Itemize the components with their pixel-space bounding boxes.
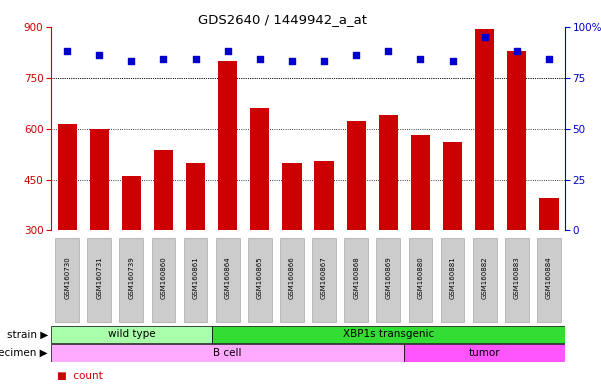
Bar [347,121,366,230]
FancyBboxPatch shape [87,238,111,322]
Bar [507,51,526,230]
Text: wild type: wild type [108,329,155,339]
Bar [58,124,77,230]
Bar [218,61,237,230]
Text: GSM160880: GSM160880 [418,256,424,299]
Text: GSM160866: GSM160866 [289,256,295,299]
Point [480,34,489,40]
FancyBboxPatch shape [441,238,465,322]
Bar [379,115,398,230]
FancyBboxPatch shape [537,238,561,322]
FancyBboxPatch shape [51,326,212,343]
Bar [154,150,173,230]
FancyBboxPatch shape [248,238,272,322]
Bar [122,176,141,230]
FancyBboxPatch shape [151,238,175,322]
FancyBboxPatch shape [212,326,565,343]
Bar [186,162,205,230]
FancyBboxPatch shape [280,238,304,322]
Text: GSM160868: GSM160868 [353,256,359,299]
FancyBboxPatch shape [376,238,400,322]
Point [255,56,264,63]
FancyBboxPatch shape [473,238,496,322]
Bar [90,129,109,230]
Text: specimen ▶: specimen ▶ [0,348,48,358]
Point [383,48,393,55]
Point [159,56,168,63]
Text: tumor: tumor [469,348,501,358]
Point [544,56,554,63]
Text: GSM160867: GSM160867 [321,256,327,299]
Point [223,48,233,55]
FancyBboxPatch shape [120,238,143,322]
Bar [250,108,269,230]
Text: GSM160865: GSM160865 [257,256,263,299]
Text: GSM160730: GSM160730 [64,256,70,299]
Bar [282,163,302,230]
Text: B cell: B cell [213,348,242,358]
FancyBboxPatch shape [55,238,79,322]
Text: GDS2640 / 1449942_a_at: GDS2640 / 1449942_a_at [198,13,367,26]
Text: ■  count: ■ count [57,371,103,381]
Bar [410,136,430,230]
Bar [443,142,462,230]
Bar [475,28,494,230]
FancyBboxPatch shape [216,238,240,322]
Text: GSM160881: GSM160881 [450,256,456,299]
FancyBboxPatch shape [404,344,565,362]
Point [94,52,104,58]
Point [127,58,136,65]
Point [63,48,72,55]
Text: GSM160884: GSM160884 [546,256,552,299]
Point [319,58,329,65]
Text: GSM160883: GSM160883 [514,256,520,299]
Text: GSM160864: GSM160864 [225,256,231,299]
Bar [314,161,334,230]
Point [352,52,361,58]
Text: GSM160860: GSM160860 [160,256,166,299]
FancyBboxPatch shape [312,238,336,322]
Text: GSM160731: GSM160731 [96,256,102,299]
Text: GSM160882: GSM160882 [481,256,487,299]
Text: strain ▶: strain ▶ [7,329,48,339]
Point [191,56,200,63]
Point [416,56,426,63]
Text: GSM160739: GSM160739 [129,256,135,299]
Bar [539,198,558,230]
Point [448,58,457,65]
Point [287,58,297,65]
FancyBboxPatch shape [409,238,432,322]
FancyBboxPatch shape [344,238,368,322]
FancyBboxPatch shape [51,344,404,362]
FancyBboxPatch shape [505,238,529,322]
Text: GSM160861: GSM160861 [192,256,198,299]
Text: GSM160869: GSM160869 [385,256,391,299]
FancyBboxPatch shape [184,238,207,322]
Text: XBP1s transgenic: XBP1s transgenic [343,329,434,339]
Point [512,48,522,55]
